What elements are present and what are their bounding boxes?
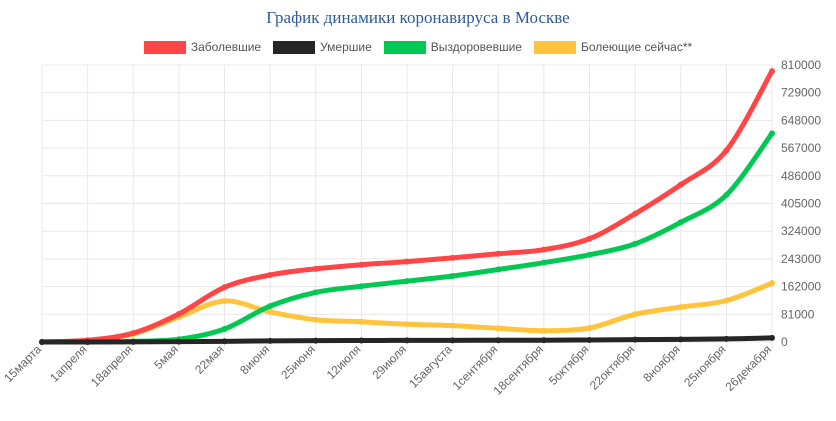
series-1-point-15: [723, 335, 730, 342]
series-1-point-7: [358, 337, 365, 344]
x-tick-label-13: 22октября: [587, 342, 637, 392]
series-1-point-11: [540, 337, 547, 344]
series-1-point-13: [632, 336, 639, 343]
y-tick-label-2: 162000: [781, 280, 821, 294]
y-tick-label-10: 810000: [781, 58, 821, 72]
y-tick-label-7: 567000: [781, 141, 821, 155]
series-2-point-12: [586, 251, 593, 258]
y-tick-label-1: 81000: [781, 307, 815, 321]
series-0-point-3: [175, 310, 182, 317]
series-3-point-8: [404, 321, 410, 328]
series-0-point-7: [358, 261, 365, 268]
series-3-point-10: [495, 325, 502, 332]
legend-label-infected: Заболевшие: [190, 40, 262, 54]
y-tick-label-6: 486000: [781, 169, 821, 183]
x-tick-label-2: 18апреля: [88, 342, 135, 389]
series-3-point-11: [540, 327, 547, 334]
chart-title: График динамики коронавируса в Москве: [266, 8, 570, 27]
series-3-point-9: [449, 322, 456, 329]
series-3-point-16: [769, 280, 775, 287]
series-1-point-5: [267, 337, 274, 344]
series-1-point-8: [404, 337, 410, 344]
series-3-point-6: [312, 316, 319, 323]
x-tick-label-0: 15марта: [1, 342, 44, 385]
x-tick-label-6: 25июня: [278, 342, 318, 382]
series-1-point-1: [84, 338, 91, 345]
x-tick-label-12: 5октября: [546, 342, 592, 388]
x-tick-label-5: 8июня: [237, 342, 272, 377]
series-3-point-15: [723, 297, 730, 304]
legend-swatch-infected: [143, 40, 186, 54]
series-1-point-0: [39, 339, 45, 345]
y-tick-label-8: 648000: [781, 113, 821, 127]
legend-label-active: Болеющие сейчас**: [580, 40, 693, 54]
series-0-point-13: [632, 210, 639, 217]
series-3-point-7: [358, 318, 365, 325]
legend: Заболевшие Умершие Выздоровевшие Болеющи…: [0, 40, 836, 54]
series-0-point-9: [449, 254, 456, 261]
x-tick-label-7: 12июля: [324, 342, 364, 382]
y-tick-label-5: 405000: [781, 197, 821, 211]
series-1-point-16: [769, 334, 775, 341]
x-tick-label-3: 5мая: [151, 342, 181, 372]
legend-item-infected[interactable]: Заболевшие: [143, 40, 262, 54]
series-1-point-10: [495, 337, 502, 344]
legend-label-deaths: Умершие: [320, 40, 372, 54]
series-2-point-7: [358, 283, 365, 290]
series-1-point-6: [312, 337, 319, 344]
series-2-point-5: [267, 303, 274, 310]
series-2-point-6: [312, 289, 319, 296]
x-tick-label-8: 29июля: [369, 342, 409, 382]
y-tick-label-9: 729000: [781, 86, 821, 100]
y-tick-label-4: 324000: [781, 224, 821, 238]
legend-item-deaths[interactable]: Умершие: [273, 40, 372, 54]
series-0-point-14: [677, 181, 684, 188]
series-2-point-15: [723, 191, 730, 198]
series-3-point-4: [221, 297, 228, 304]
series-3-point-5: [267, 308, 274, 315]
series-0-point-2: [130, 330, 137, 337]
series-0-point-15: [723, 147, 730, 154]
legend-item-active[interactable]: Болеющие сейчас**: [533, 40, 693, 54]
y-tick-label-0: 0: [781, 335, 788, 349]
series-0-point-16: [769, 68, 775, 75]
series-1-point-4: [221, 338, 228, 345]
series-1-point-9: [449, 337, 456, 344]
series-0-point-8: [404, 258, 410, 265]
series-0-point-11: [540, 246, 547, 253]
series-1-point-2: [130, 338, 137, 345]
series-0-point-5: [267, 271, 274, 278]
y-tick-label-3: 243000: [781, 252, 821, 266]
series-0-point-10: [495, 250, 502, 257]
series-2-point-10: [495, 266, 502, 273]
series-2-point-4: [221, 326, 228, 333]
series-2-point-9: [449, 272, 456, 279]
series-3-point-14: [677, 304, 684, 311]
x-tick-label-16: 26декабря: [722, 342, 774, 394]
series-0-point-12: [586, 235, 593, 242]
x-tick-label-15: 25ноября: [681, 342, 728, 389]
x-tick-label-14: 8ноября: [640, 342, 683, 385]
series-2-point-14: [677, 219, 684, 226]
x-tick-label-4: 22мая: [192, 342, 226, 376]
x-tick-label-9: 15августа: [406, 342, 455, 391]
series-1-point-14: [677, 336, 684, 343]
legend-swatch-active: [533, 40, 576, 54]
series-2-point-13: [632, 240, 639, 247]
series-0-point-4: [221, 284, 228, 291]
series-2-point-11: [540, 259, 547, 266]
series-1-point-3: [175, 338, 182, 345]
series-3-point-12: [586, 324, 593, 331]
x-tick-label-1: 1апреля: [47, 342, 90, 385]
legend-swatch-deaths: [273, 40, 316, 54]
series-1-point-12: [586, 336, 593, 343]
series-0-point-6: [312, 265, 319, 272]
series-2-point-8: [404, 278, 410, 285]
series-3-point-13: [632, 311, 639, 318]
series-2-point-16: [769, 130, 775, 137]
legend-label-recovered: Выздоровевшие: [430, 40, 522, 54]
legend-swatch-recovered: [383, 40, 426, 54]
legend-item-recovered[interactable]: Выздоровевшие: [383, 40, 522, 54]
